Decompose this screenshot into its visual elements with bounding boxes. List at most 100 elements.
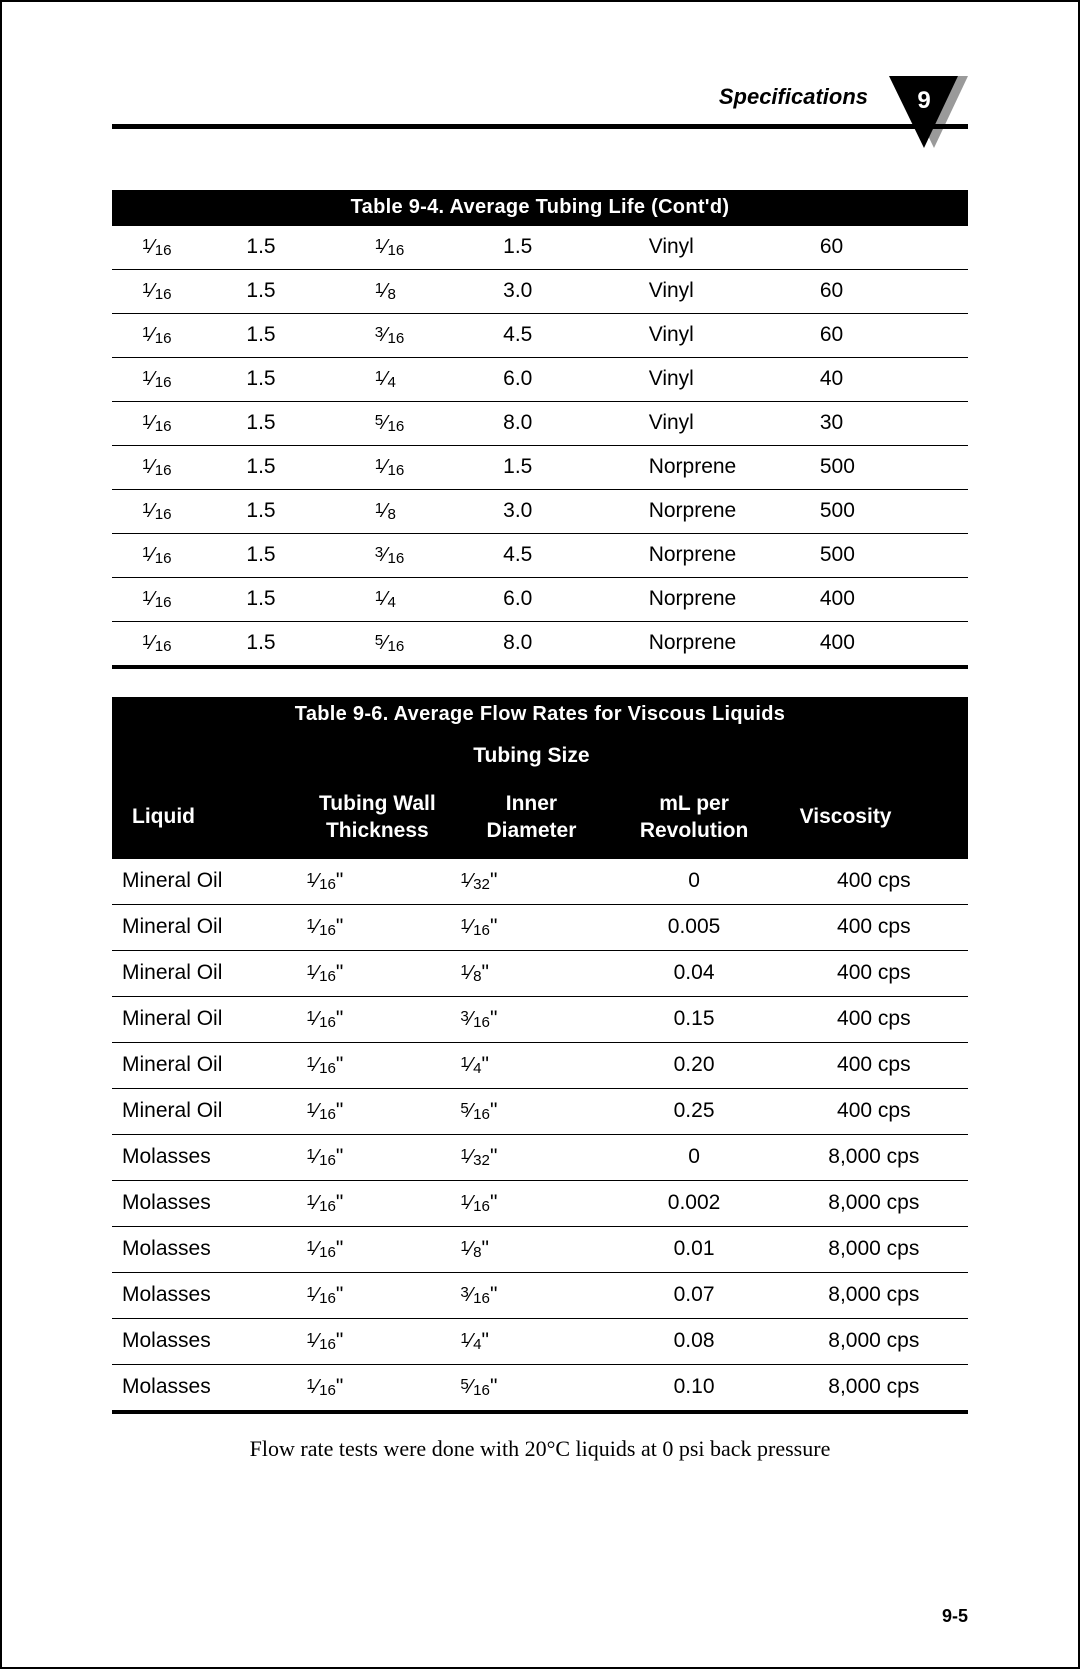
cell: 1⁄16 (369, 446, 497, 490)
table-row: Molasses1⁄16"1⁄32"08,000 cps (112, 1134, 968, 1180)
cell: 1⁄32" (454, 857, 608, 905)
table-96: Tubing Size Liquid Tubing WallThickness … (112, 733, 968, 1414)
cell: 1.5 (240, 578, 368, 622)
table-row: 1⁄161.51⁄161.5Vinyl60 (112, 226, 968, 270)
cell: 1⁄8 (369, 270, 497, 314)
cell: 400 (814, 578, 968, 622)
cell: 1⁄16" (300, 996, 454, 1042)
cell: 40 (814, 358, 968, 402)
cell: 500 (814, 490, 968, 534)
cell: 1⁄16" (300, 1272, 454, 1318)
table-94-block: Table 9-4. Average Tubing Life (Cont'd) … (112, 190, 968, 669)
cell: 1⁄16 (112, 314, 240, 358)
cell: 1⁄4" (454, 1042, 608, 1088)
cell: 1⁄16" (454, 904, 608, 950)
cell: 3⁄16" (454, 996, 608, 1042)
cell: 1⁄16 (112, 622, 240, 668)
cell: 1⁄16" (300, 1318, 454, 1364)
cell: 1⁄16" (300, 1364, 454, 1412)
cell: Mineral Oil (112, 1088, 300, 1134)
cell: Vinyl (643, 358, 814, 402)
cell: 0 (608, 857, 779, 905)
cell: 0.08 (608, 1318, 779, 1364)
cell: Mineral Oil (112, 904, 300, 950)
page-header: Specifications 9 (112, 82, 968, 172)
cell: Molasses (112, 1134, 300, 1180)
page: Specifications 9 Table 9-4. Average Tubi… (0, 0, 1080, 1669)
table-row: 1⁄161.51⁄46.0Norprene400 (112, 578, 968, 622)
cell: 0 (608, 1134, 779, 1180)
table-row: Molasses1⁄16"3⁄16"0.078,000 cps (112, 1272, 968, 1318)
col-wall-thickness: Tubing WallThickness (300, 781, 454, 857)
cell: 1⁄16" (300, 1180, 454, 1226)
cell: 1⁄16 (112, 226, 240, 270)
cell: 1⁄16" (300, 950, 454, 996)
table-row: 1⁄161.53⁄164.5Norprene500 (112, 534, 968, 578)
header-rule (112, 124, 968, 129)
cell: 1⁄16 (112, 578, 240, 622)
cell: 1⁄32" (454, 1134, 608, 1180)
cell: 1.5 (240, 314, 368, 358)
table-row: 1⁄161.55⁄168.0Norprene400 (112, 622, 968, 668)
cell: 1.5 (240, 446, 368, 490)
cell: 8,000 cps (780, 1364, 968, 1412)
cell: Vinyl (643, 402, 814, 446)
table-96-header-row: Liquid Tubing WallThickness InnerDiamete… (112, 781, 968, 857)
cell: Molasses (112, 1318, 300, 1364)
cell: 1.5 (497, 226, 643, 270)
cell: Molasses (112, 1226, 300, 1272)
cell: 1⁄16" (300, 1134, 454, 1180)
cell: 400 (814, 622, 968, 668)
table-96-superheader-row: Tubing Size (112, 733, 968, 781)
cell: 1⁄4 (369, 578, 497, 622)
cell: Norprene (643, 578, 814, 622)
cell: 0.04 (608, 950, 779, 996)
cell: 0.07 (608, 1272, 779, 1318)
section-title: Specifications (719, 84, 868, 110)
footnote: Flow rate tests were done with 20°C liqu… (112, 1436, 968, 1462)
cell: 8,000 cps (780, 1272, 968, 1318)
cell: Mineral Oil (112, 996, 300, 1042)
table-row: 1⁄161.55⁄168.0Vinyl30 (112, 402, 968, 446)
cell: 400 cps (780, 904, 968, 950)
cell: 0.10 (608, 1364, 779, 1412)
page-number: 9-5 (942, 1606, 968, 1627)
col-inner-diameter: InnerDiameter (454, 781, 608, 857)
cell: Mineral Oil (112, 857, 300, 905)
cell: Norprene (643, 490, 814, 534)
cell: 3⁄16 (369, 534, 497, 578)
cell: 400 cps (780, 1042, 968, 1088)
col-liquid: Liquid (112, 781, 300, 857)
table-96-caption: Table 9-6. Average Flow Rates for Viscou… (112, 697, 968, 733)
cell: 1.5 (240, 534, 368, 578)
cell: 60 (814, 314, 968, 358)
chapter-triangle-icon: 9 (882, 76, 968, 158)
cell: 500 (814, 446, 968, 490)
cell: 1⁄8" (454, 950, 608, 996)
cell: 400 cps (780, 857, 968, 905)
cell: 1⁄16 (112, 534, 240, 578)
cell: Vinyl (643, 226, 814, 270)
table-row: Molasses1⁄16"1⁄4"0.088,000 cps (112, 1318, 968, 1364)
cell: 1⁄16 (112, 402, 240, 446)
cell: 1⁄16 (112, 490, 240, 534)
cell: 1⁄16" (300, 1042, 454, 1088)
cell: 8,000 cps (780, 1318, 968, 1364)
cell: 1⁄8 (369, 490, 497, 534)
cell: Molasses (112, 1364, 300, 1412)
chapter-number: 9 (917, 87, 930, 114)
table-96-block: Table 9-6. Average Flow Rates for Viscou… (112, 697, 968, 1414)
cell: 60 (814, 270, 968, 314)
table-row: 1⁄161.53⁄164.5Vinyl60 (112, 314, 968, 358)
cell: 400 cps (780, 950, 968, 996)
cell: 8.0 (497, 622, 643, 668)
cell: Vinyl (643, 270, 814, 314)
cell: 1⁄16 (112, 358, 240, 402)
cell: 1.5 (240, 226, 368, 270)
cell: 1⁄16 (112, 446, 240, 490)
table-row: Mineral Oil1⁄16"5⁄16"0.25400 cps (112, 1088, 968, 1134)
cell: 3.0 (497, 270, 643, 314)
table-row: Molasses1⁄16"1⁄16"0.0028,000 cps (112, 1180, 968, 1226)
table-row: Mineral Oil1⁄16"1⁄16"0.005400 cps (112, 904, 968, 950)
cell: 3⁄16 (369, 314, 497, 358)
